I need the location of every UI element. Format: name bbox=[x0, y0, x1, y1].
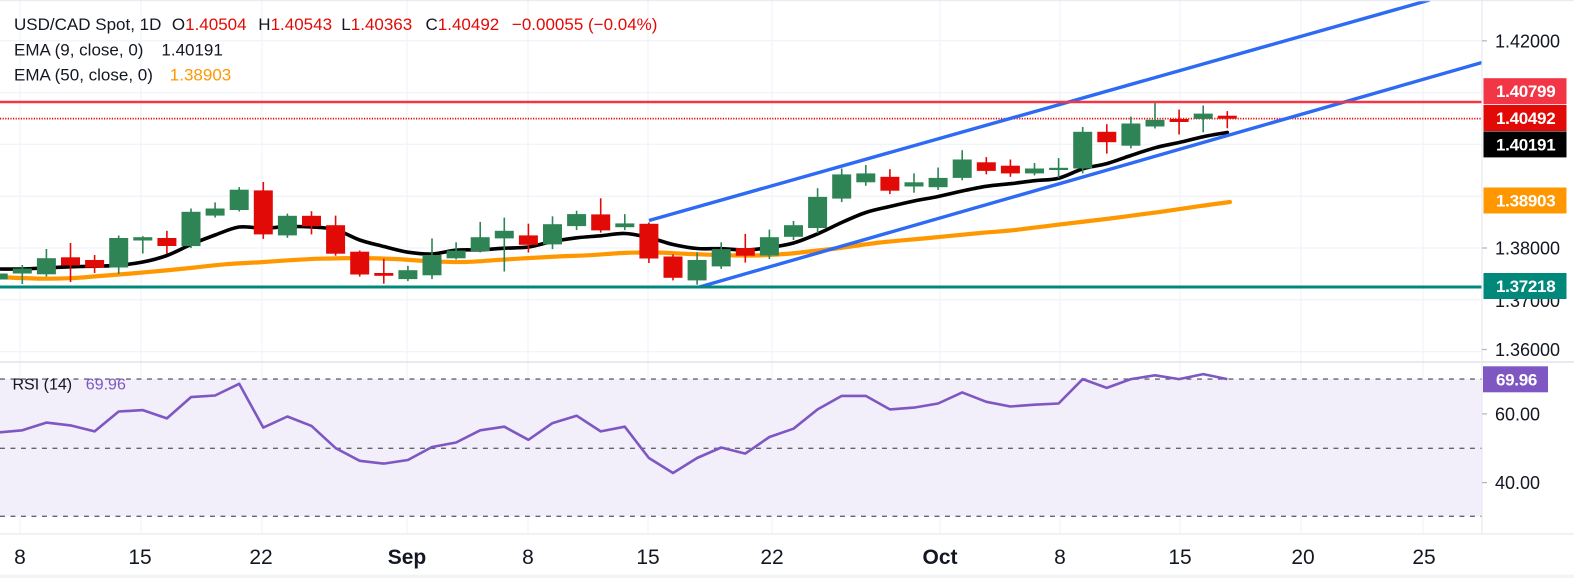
svg-text:8: 8 bbox=[14, 546, 26, 569]
svg-text:15: 15 bbox=[128, 546, 151, 569]
svg-text:H1.40543: H1.40543 bbox=[258, 15, 332, 34]
svg-text:20: 20 bbox=[1291, 546, 1314, 569]
svg-text:69.96: 69.96 bbox=[86, 377, 126, 394]
svg-text:RSI (14): RSI (14) bbox=[13, 377, 73, 394]
svg-text:1.40799: 1.40799 bbox=[1496, 82, 1555, 101]
svg-text:1.38903: 1.38903 bbox=[1496, 192, 1555, 211]
svg-text:C1.40492: C1.40492 bbox=[426, 15, 500, 34]
svg-text:Sep: Sep bbox=[388, 546, 427, 569]
svg-text:1.42000: 1.42000 bbox=[1495, 31, 1560, 51]
svg-text:O1.40504: O1.40504 bbox=[172, 15, 247, 34]
svg-text:15: 15 bbox=[1168, 546, 1191, 569]
svg-text:15: 15 bbox=[636, 546, 659, 569]
svg-text:22: 22 bbox=[249, 546, 272, 569]
svg-text:1.37218: 1.37218 bbox=[1496, 277, 1555, 296]
svg-text:1.38903: 1.38903 bbox=[170, 66, 231, 85]
svg-text:69.96: 69.96 bbox=[1496, 370, 1537, 389]
svg-text:L1.40363: L1.40363 bbox=[341, 15, 412, 34]
svg-text:22: 22 bbox=[760, 546, 783, 569]
svg-text:USD/CAD Spot, 1D: USD/CAD Spot, 1D bbox=[14, 15, 161, 34]
svg-text:40.00: 40.00 bbox=[1495, 473, 1540, 493]
svg-text:1.38000: 1.38000 bbox=[1495, 239, 1560, 259]
svg-text:−0.00055 (−0.04%): −0.00055 (−0.04%) bbox=[512, 15, 658, 34]
svg-text:1.40191: 1.40191 bbox=[161, 40, 222, 59]
svg-text:25: 25 bbox=[1412, 546, 1435, 569]
svg-text:8: 8 bbox=[1054, 546, 1066, 569]
svg-text:1.40492: 1.40492 bbox=[1496, 109, 1555, 128]
svg-text:1.40191: 1.40191 bbox=[1496, 135, 1555, 154]
svg-text:8: 8 bbox=[522, 546, 534, 569]
svg-text:Oct: Oct bbox=[922, 546, 957, 569]
svg-text:60.00: 60.00 bbox=[1495, 404, 1540, 424]
svg-text:1.36000: 1.36000 bbox=[1495, 340, 1560, 360]
svg-text:EMA (50, close, 0): EMA (50, close, 0) bbox=[14, 66, 153, 85]
svg-text:EMA (9, close, 0): EMA (9, close, 0) bbox=[14, 40, 143, 59]
